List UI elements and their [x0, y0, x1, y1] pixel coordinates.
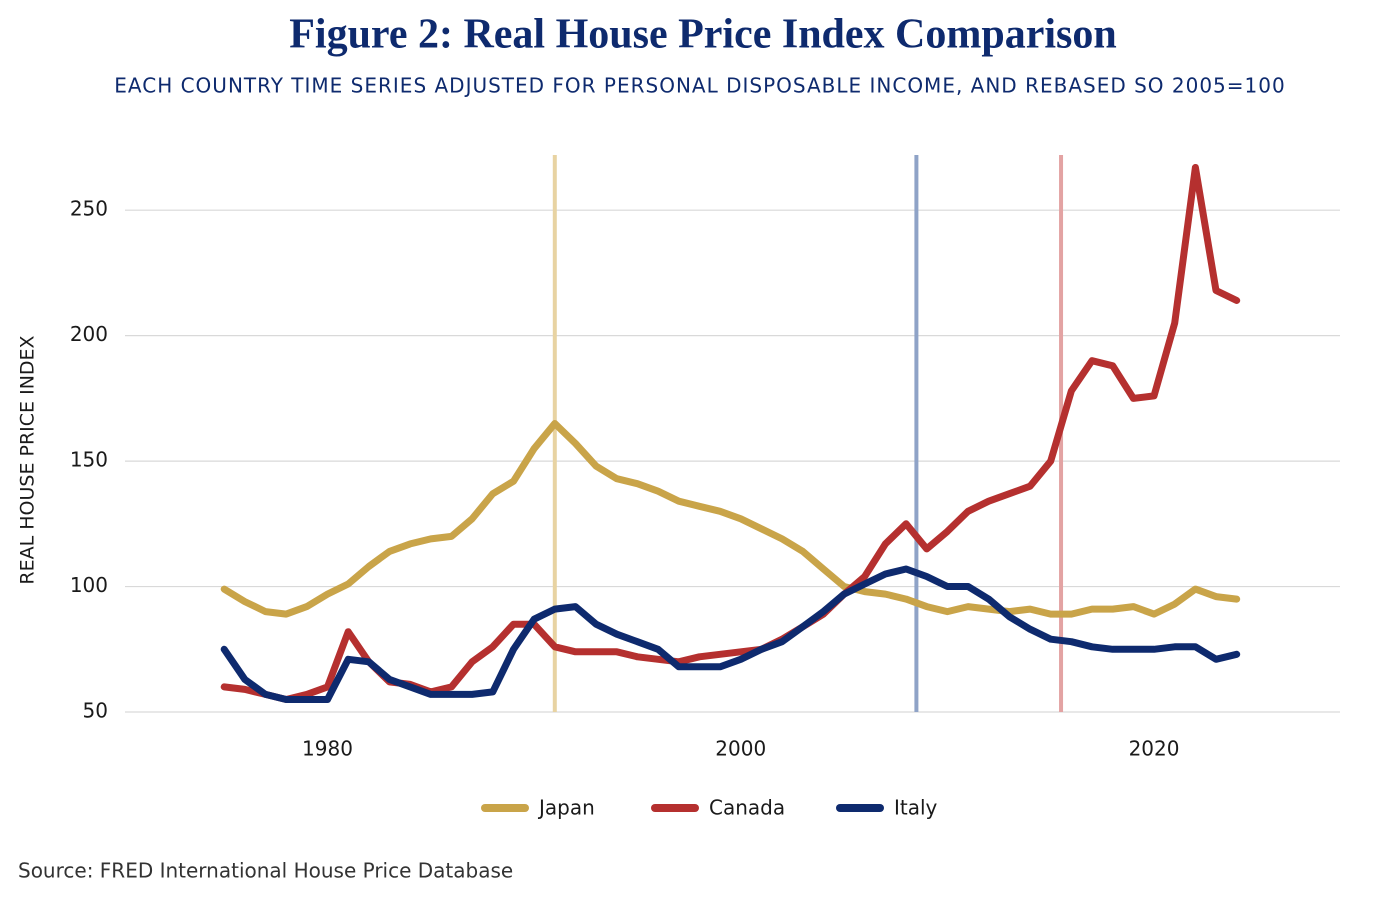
source-note: Source: FRED International House Price D… — [18, 859, 513, 883]
y-tick-label: 150 — [70, 448, 108, 472]
chart-title: Figure 2: Real House Price Index Compari… — [289, 12, 1117, 58]
y-tick-label: 200 — [70, 322, 108, 346]
legend-label: Canada — [709, 796, 785, 820]
y-tick-label: 100 — [70, 573, 108, 597]
legend-label: Japan — [537, 796, 595, 820]
series-line — [220, 420, 1241, 618]
chart-subtitle: EACH COUNTRY TIME SERIES ADJUSTED FOR PE… — [114, 74, 1285, 98]
x-tick-label: 2020 — [1129, 737, 1180, 761]
y-axis-label: REAL HOUSE PRICE INDEX — [17, 335, 39, 584]
x-tick-label: 2000 — [715, 737, 766, 761]
y-tick-label: 250 — [70, 197, 108, 221]
series-line — [220, 565, 1241, 703]
y-tick-label: 50 — [83, 699, 108, 723]
legend-label: Italy — [894, 796, 938, 820]
x-tick-label: 1980 — [302, 737, 353, 761]
series-line — [220, 164, 1241, 703]
